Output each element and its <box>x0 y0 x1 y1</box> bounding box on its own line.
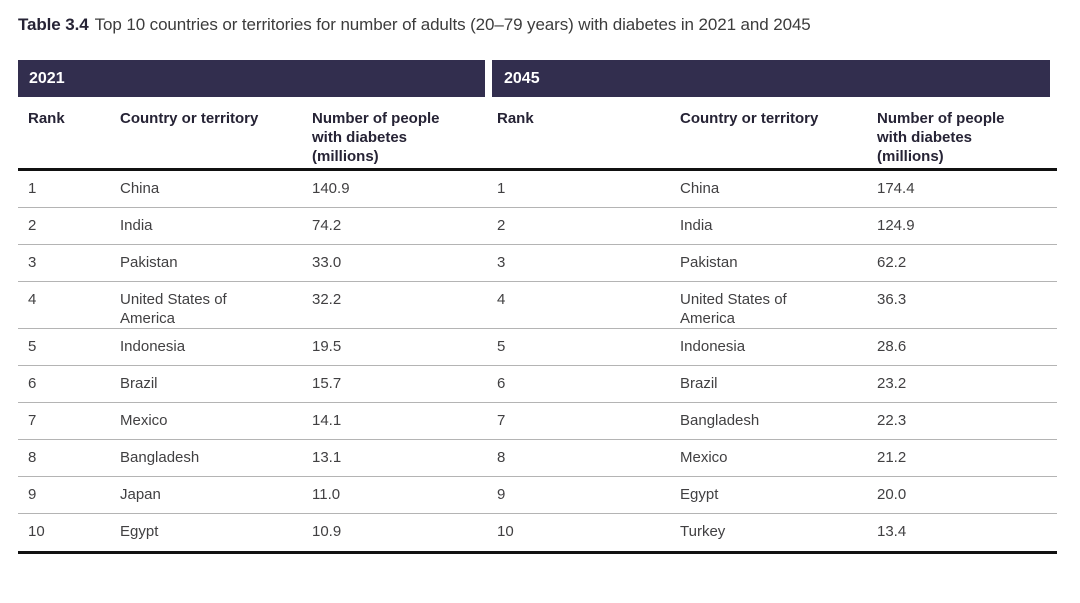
rank-cell-2021: 8 <box>28 449 37 466</box>
table-header-row: Rank Country or territory Number of peop… <box>18 97 1057 171</box>
table-row: 8 Bangladesh 13.1 8 Mexico 21.2 <box>18 440 1057 477</box>
value-cell-2021: 140.9 <box>312 180 350 197</box>
country-cell-2045: Brazil <box>680 375 718 392</box>
country-cell-2021: Egypt <box>120 523 159 540</box>
country-cell-2021: Mexico <box>120 412 168 429</box>
year-band-2045: 2045 <box>492 60 1050 97</box>
year-label-2021: 2021 <box>29 69 65 87</box>
year-label-2045: 2045 <box>504 69 540 87</box>
rank-cell-2045: 8 <box>497 449 506 466</box>
rank-cell-2045: 10 <box>497 523 514 540</box>
value-cell-2021: 19.5 <box>312 338 342 355</box>
rank-cell-2021: 5 <box>28 338 37 355</box>
value-cell-2045: 13.4 <box>877 523 907 540</box>
country-cell-2021: Pakistan <box>120 254 178 271</box>
rank-cell-2021: 1 <box>28 180 37 197</box>
rank-cell-2021: 2 <box>28 217 37 234</box>
country-cell-2045: India <box>680 217 713 234</box>
country-cell-2021: Japan <box>120 486 161 503</box>
rank-cell-2021: 6 <box>28 375 37 392</box>
rank-cell-2021: 4 <box>28 291 37 308</box>
table-title: Top 10 countries or territories for numb… <box>94 15 811 34</box>
rank-cell-2021: 10 <box>28 523 45 540</box>
table-row: 7 Mexico 14.1 7 Bangladesh 22.3 <box>18 403 1057 440</box>
rank-cell-2045: 5 <box>497 338 506 355</box>
rank-cell-2045: 7 <box>497 412 506 429</box>
rank-cell-2045: 4 <box>497 291 506 308</box>
country-cell-2045: Egypt <box>680 486 719 503</box>
header-country-2045: Country or territory <box>680 110 819 127</box>
diabetes-ranking-table: 2021 2045 Rank Country or territory Numb… <box>18 60 1057 554</box>
rank-cell-2045: 2 <box>497 217 506 234</box>
value-cell-2045: 28.6 <box>877 338 907 355</box>
country-cell-2045: Indonesia <box>680 338 746 355</box>
header-rank-2045: Rank <box>497 110 534 127</box>
rank-cell-2045: 9 <box>497 486 506 503</box>
header-value-2021: Number of people with diabetes (millions… <box>312 110 440 165</box>
rank-cell-2021: 9 <box>28 486 37 503</box>
table-row: 3 Pakistan 33.0 3 Pakistan 62.2 <box>18 245 1057 282</box>
value-cell-2045: 174.4 <box>877 180 915 197</box>
table-number: Table 3.4 <box>18 15 89 34</box>
table-row: 10 Egypt 10.9 10 Turkey 13.4 <box>18 514 1057 551</box>
value-cell-2021: 15.7 <box>312 375 342 392</box>
value-cell-2021: 11.0 <box>312 486 341 503</box>
rank-cell-2045: 1 <box>497 180 506 197</box>
value-cell-2045: 62.2 <box>877 254 907 271</box>
table-row: 6 Brazil 15.7 6 Brazil 23.2 <box>18 366 1057 403</box>
year-band-row: 2021 2045 <box>18 60 1057 97</box>
country-cell-2021: Indonesia <box>120 338 186 355</box>
country-cell-2021: Bangladesh <box>120 449 200 466</box>
table-row: 2 India 74.2 2 India 124.9 <box>18 208 1057 245</box>
value-cell-2021: 14.1 <box>312 412 342 429</box>
rank-cell-2021: 7 <box>28 412 37 429</box>
country-cell-2045: United States of America <box>680 291 787 327</box>
value-cell-2021: 13.1 <box>312 449 342 466</box>
rank-cell-2045: 6 <box>497 375 506 392</box>
value-cell-2045: 23.2 <box>877 375 907 392</box>
header-value-2045: Number of people with diabetes (millions… <box>877 110 1005 165</box>
country-cell-2021: India <box>120 217 153 234</box>
table-caption: Table 3.4 Top 10 countries or territories… <box>18 14 1080 36</box>
value-cell-2021: 33.0 <box>312 254 342 271</box>
value-cell-2021: 10.9 <box>312 523 342 540</box>
header-rank-2021: Rank <box>28 110 65 127</box>
rank-cell-2045: 3 <box>497 254 506 271</box>
table-body: 1 China 140.9 1 China 174.4 2 India 74.2 2 India 12… <box>18 171 1057 554</box>
rank-cell-2021: 3 <box>28 254 37 271</box>
value-cell-2045: 21.2 <box>877 449 907 466</box>
country-cell-2045: Mexico <box>680 449 728 466</box>
value-cell-2045: 36.3 <box>877 291 907 308</box>
table-row: 1 China 140.9 1 China 174.4 <box>18 171 1057 208</box>
country-cell-2045: China <box>680 180 720 197</box>
table-row: 5 Indonesia 19.5 5 Indonesia 28.6 <box>18 329 1057 366</box>
value-cell-2045: 124.9 <box>877 217 915 234</box>
table-row: 9 Japan 11.0 9 Egypt 20.0 <box>18 477 1057 514</box>
value-cell-2021: 32.2 <box>312 291 342 308</box>
country-cell-2045: Bangladesh <box>680 412 760 429</box>
year-band-2021: 2021 <box>18 60 485 97</box>
country-cell-2021: Brazil <box>120 375 158 392</box>
header-country-2021: Country or territory <box>120 110 259 127</box>
country-cell-2045: Pakistan <box>680 254 738 271</box>
country-cell-2021: China <box>120 180 160 197</box>
value-cell-2021: 74.2 <box>312 217 342 234</box>
table-row: 4 United States of America 32.2 4 United Sta… <box>18 282 1057 329</box>
value-cell-2045: 22.3 <box>877 412 907 429</box>
country-cell-2021: United States of America <box>120 291 227 327</box>
country-cell-2045: Turkey <box>680 523 726 540</box>
value-cell-2045: 20.0 <box>877 486 907 503</box>
